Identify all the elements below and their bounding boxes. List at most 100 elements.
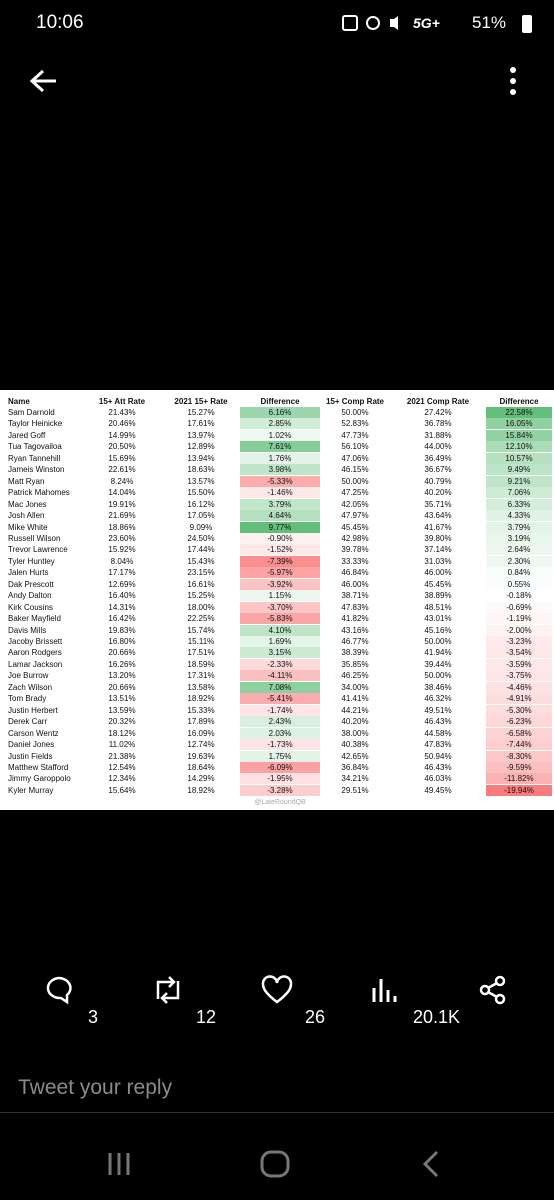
player-name: Patrick Mahomes	[8, 488, 70, 498]
player-name: Jared Goff	[8, 430, 46, 440]
table-cell: 4.33%	[486, 510, 552, 522]
table-cell: 15.11%	[187, 637, 215, 646]
table-cell: -2.33%	[240, 658, 320, 670]
table-cell: 11.02%	[108, 740, 136, 750]
table-cell: 1.15%	[240, 590, 320, 602]
table-cell: 10.57%	[486, 452, 552, 464]
table-cell: 9.49%	[486, 464, 552, 476]
table-cell: 23.60%	[108, 533, 136, 543]
share-icon[interactable]	[478, 975, 508, 1005]
table-cell: 18.59%	[187, 659, 215, 669]
more-button[interactable]	[506, 66, 520, 98]
table-cell: -6.09%	[240, 761, 320, 773]
player-name: Daniel Jones	[8, 740, 55, 750]
table-cell: 22.61%	[108, 465, 136, 475]
like-icon[interactable]	[260, 975, 294, 1005]
table-cell: 13.97%	[187, 430, 215, 440]
table-cell: 18.64%	[187, 762, 215, 772]
player-name: Russell Wilson	[8, 533, 61, 543]
table-cell: 40.20%	[424, 488, 452, 498]
player-name: Trevor Lawrence	[8, 545, 68, 555]
retweet-icon[interactable]	[150, 975, 186, 1005]
table-cell: 56.10%	[341, 442, 369, 452]
player-name: Jacoby Brissett	[8, 637, 63, 646]
table-cell: 15.43%	[187, 556, 215, 566]
table-cell: 31.03%	[424, 556, 452, 566]
table-cell: 21.43%	[108, 408, 136, 417]
table-cell: 38.71%	[341, 591, 369, 601]
table-cell: 39.78%	[341, 545, 369, 555]
view-count: 20.1K	[413, 1007, 461, 1027]
table-cell: 20.46%	[108, 419, 136, 429]
table-cell: 16.26%	[108, 659, 136, 669]
player-name: Joe Burrow	[8, 671, 49, 681]
table-cell: 12.34%	[108, 774, 136, 784]
table-cell: 49.45%	[424, 785, 452, 795]
player-name: Kyler Murray	[8, 785, 54, 795]
table-cell: 2.30%	[486, 555, 552, 567]
table-cell: 6.33%	[486, 498, 552, 510]
table-cell: 19.91%	[108, 499, 136, 509]
table-cell: 14.29%	[187, 774, 215, 784]
table-cell: 3.79%	[486, 521, 552, 533]
table-cell: 40.79%	[424, 476, 452, 486]
table-cell: -4.11%	[240, 670, 320, 682]
battery: 51%	[472, 13, 507, 32]
table-cell: 46.32%	[424, 694, 452, 704]
table-cell: 2.03%	[240, 727, 320, 739]
table-cell: 42.98%	[341, 533, 369, 543]
table-cell: -1.95%	[240, 773, 320, 785]
table-cell: -3.59%	[486, 658, 552, 670]
table-cell: 16.40%	[108, 591, 136, 601]
like-count: 26	[305, 1007, 326, 1027]
table-cell: 2.85%	[240, 418, 320, 430]
player-name: Jalen Hurts	[8, 568, 49, 578]
table-cell: -1.52%	[240, 544, 320, 556]
player-name: Sam Darnold	[8, 408, 55, 417]
table-cell: 15.25%	[187, 591, 215, 601]
column-header: Name	[8, 397, 30, 406]
reply-icon[interactable]	[44, 975, 74, 1005]
table-cell: 43.16%	[341, 625, 369, 635]
table-cell: 0.55%	[486, 578, 552, 590]
table-cell: 46.25%	[341, 671, 369, 681]
table-cell: 9.21%	[486, 475, 552, 487]
table-cell: 13.51%	[108, 694, 136, 704]
table-cell: -1.19%	[486, 613, 552, 625]
table-cell: 19.83%	[108, 625, 136, 635]
table-cell: -1.73%	[240, 739, 320, 751]
table-cell: 2.43%	[240, 716, 320, 728]
table-cell: 46.43%	[424, 717, 452, 727]
table-cell: 44.58%	[424, 728, 452, 738]
reply-input[interactable]: Tweet your reply	[18, 1076, 173, 1099]
table-cell: 17.17%	[108, 568, 136, 578]
column-header: 2021 Comp Rate	[406, 397, 470, 406]
nav-bar	[108, 1150, 439, 1178]
table-cell: -4.91%	[486, 693, 552, 705]
table-cell: -6.58%	[486, 727, 552, 739]
player-name: Mac Jones	[8, 499, 47, 509]
table-cell: -19.94%	[486, 784, 552, 796]
table-cell: 38.89%	[424, 591, 452, 601]
table-cell: 19.63%	[187, 751, 215, 761]
table-cell: -1.74%	[240, 704, 320, 716]
retweet-count: 12	[196, 1007, 217, 1027]
views-icon[interactable]	[370, 975, 400, 1005]
table-cell: 33.33%	[341, 556, 369, 566]
table-cell: 49.51%	[424, 705, 452, 715]
table-cell: -3.75%	[486, 670, 552, 682]
table-cell: 2.64%	[486, 544, 552, 556]
table-cell: 16.42%	[108, 614, 136, 624]
player-name: Andy Dalton	[8, 591, 52, 601]
back-button[interactable]	[28, 66, 60, 98]
table-cell: 16.61%	[187, 579, 215, 589]
table-cell: 42.05%	[341, 499, 369, 509]
network: 5G+	[413, 15, 440, 31]
table-cell: 21.38%	[108, 751, 136, 761]
reply-count: 3	[88, 1007, 99, 1027]
table-cell: 24.50%	[187, 533, 215, 543]
table-cell: 36.67%	[424, 465, 452, 475]
player-name: Tua Tagovailoa	[8, 442, 62, 452]
table-cell: 46.00%	[424, 568, 452, 578]
